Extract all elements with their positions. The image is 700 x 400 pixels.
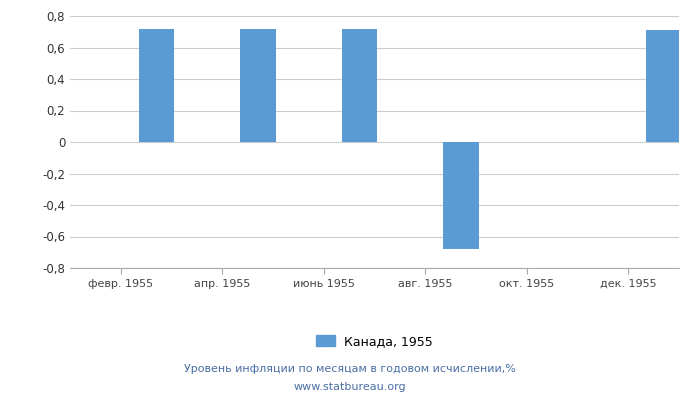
Text: www.statbureau.org: www.statbureau.org [294, 382, 406, 392]
Bar [342, 29, 377, 142]
Bar [139, 29, 174, 142]
Legend: Канада, 1955: Канада, 1955 [311, 330, 438, 353]
Text: Уровень инфляции по месяцам в годовом исчислении,%: Уровень инфляции по месяцам в годовом ис… [184, 364, 516, 374]
Bar [646, 30, 682, 142]
Bar [443, 142, 479, 249]
Bar [240, 29, 276, 142]
